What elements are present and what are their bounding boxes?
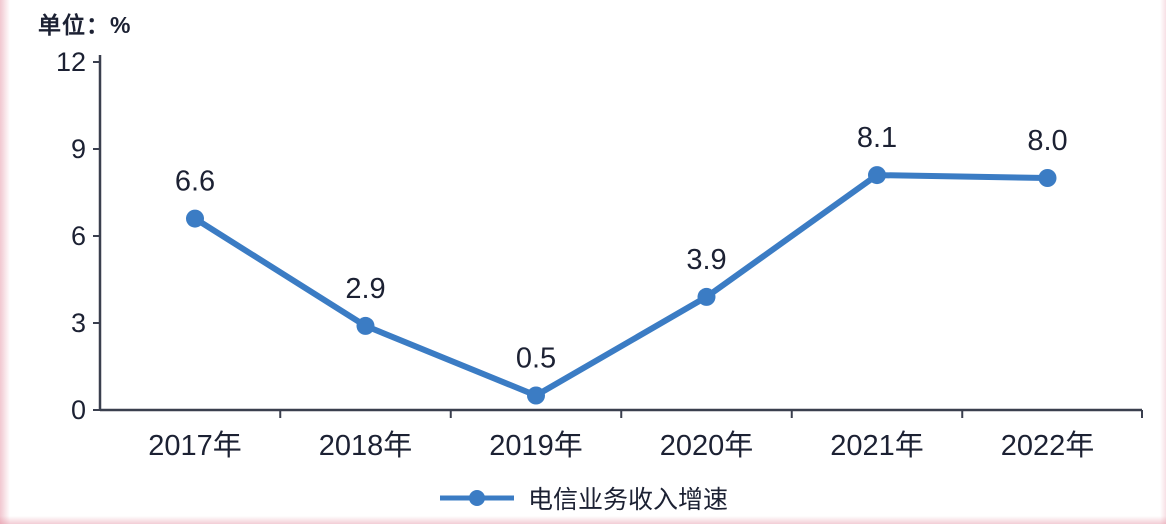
data-label: 6.6: [175, 166, 215, 198]
data-point: [1038, 169, 1057, 187]
data-point: [356, 316, 375, 335]
y-axis-tick-label: 9: [71, 134, 86, 164]
legend-line-marker-icon: [439, 490, 514, 506]
y-axis-tick-label: 6: [71, 221, 86, 251]
y-axis-tick-label: 3: [71, 308, 86, 338]
line-chart: 0 3 6 9 12 6.6 2017年 2.9 2018年 0.5 2019年 3.9 2020年 8.…: [56, 47, 1143, 462]
legend-label: 电信业务收入增速: [527, 486, 728, 514]
data-point: [868, 166, 886, 185]
x-axis-category-label: 2021年: [830, 429, 924, 462]
y-axis-tick-label: 12: [56, 47, 86, 77]
legend: 电信业务收入增速: [0, 480, 1166, 516]
x-axis-category-label: 2022年: [1001, 429, 1095, 462]
y-axis-tick-label: 0: [71, 395, 86, 425]
series-line: [192, 172, 1051, 399]
data-label: 0.5: [516, 343, 556, 375]
data-point: [186, 209, 204, 228]
x-axis-category-label: 2019年: [489, 429, 583, 462]
x-axis-category-label: 2017年: [148, 429, 242, 462]
bottom-edge-artifact: [0, 516, 1166, 524]
data-label: 8.1: [857, 122, 897, 154]
data-label: 8.0: [1027, 125, 1067, 157]
data-label: 2.9: [345, 273, 385, 305]
data-point: [527, 386, 545, 405]
data-point: [697, 287, 716, 306]
x-axis-category-label: 2020年: [660, 429, 754, 462]
data-label: 3.9: [686, 244, 726, 276]
unit-label: 单位：%: [38, 12, 132, 38]
x-axis-category-label: 2018年: [319, 429, 413, 462]
